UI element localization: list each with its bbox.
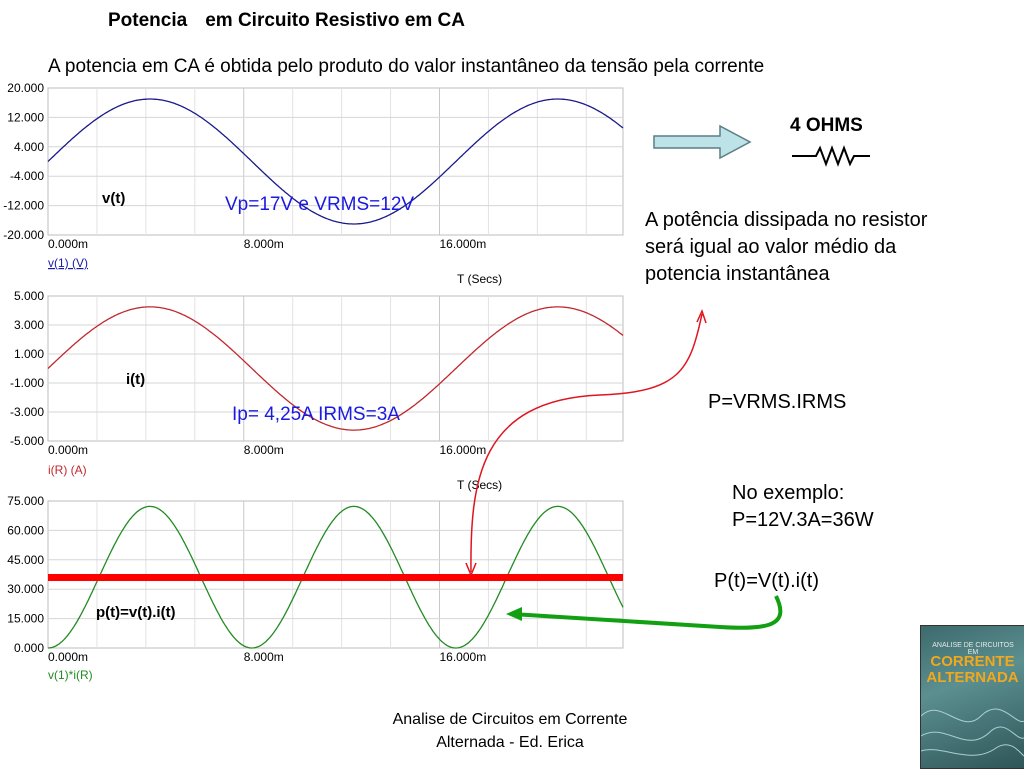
- x-tick-label: 0.000m: [48, 237, 88, 251]
- example-block: No exemplo: P=12V.3A=36W: [732, 480, 874, 534]
- y-tick-label: -3.000: [10, 405, 44, 419]
- side-line-3: potencia instantânea: [645, 263, 830, 285]
- current-curve-label: i(t): [126, 371, 145, 388]
- x-tick-label: 8.000m: [244, 650, 284, 664]
- side-line-2: será igual ao valor médio da: [645, 236, 897, 258]
- example-line-2: P=12V.3A=36W: [732, 509, 874, 531]
- footer-line-2: Alternada - Ed. Erica: [436, 734, 584, 751]
- x-tick-label: 16.000m: [439, 650, 486, 664]
- big-right-arrow: [653, 124, 752, 160]
- voltage-legend: v(1) (V): [48, 256, 88, 270]
- slide-subtitle: A potencia em CA é obtida pelo produto d…: [48, 56, 765, 77]
- title-part-2: em Circuito Resistivo em CA: [205, 10, 465, 31]
- current-xlabel: T (Secs): [457, 478, 502, 492]
- y-tick-label: -20.000: [3, 228, 44, 242]
- voltage-annotation: Vp=17V e VRMS=12V: [225, 194, 414, 215]
- voltage-plot: 20.000 12.000 4.000 -4.000 -12.000 -20.000 0.0…: [3, 81, 624, 251]
- book-cover-image: ANALISE DE CIRCUITOS EM CORRENTE ALTERNA…: [920, 625, 1024, 769]
- power-plot: 75.000 60.000 45.000 30.000 15.000 0.000 0.000…: [7, 494, 624, 664]
- y-tick-label: 75.000: [7, 494, 44, 508]
- book-cover-waves: [921, 708, 1024, 757]
- plot-frame: [47, 87, 624, 236]
- y-tick-label: 45.000: [7, 553, 44, 567]
- current-annotation: Ip= 4,25A IRMS=3A: [232, 404, 400, 425]
- footer-citation: Analise de Circuitos em Corrente Alterna…: [360, 708, 660, 754]
- slide-title: Potencia em Circuito Resistivo em CA: [108, 10, 483, 32]
- y-tick-label: 4.000: [14, 140, 44, 154]
- y-tick-label: 60.000: [7, 523, 44, 537]
- current-plot: 5.000 3.000 1.000 -1.000 -3.000 -5.000 0.000m 8…: [10, 289, 624, 457]
- y-tick-label: 5.000: [14, 289, 44, 303]
- y-tick-label: 20.000: [7, 81, 44, 95]
- y-tick-label: -5.000: [10, 434, 44, 448]
- example-line-1: No exemplo:: [732, 482, 845, 504]
- y-tick-label: 1.000: [14, 347, 44, 361]
- voltage-curve-label: v(t): [102, 190, 125, 207]
- book-cover-big-1: CORRENTE: [930, 653, 1015, 670]
- plot-frame: [47, 295, 624, 442]
- x-tick-label: 8.000m: [244, 237, 284, 251]
- x-tick-label: 8.000m: [244, 443, 284, 457]
- series-line: [47, 306, 624, 431]
- x-tick-label: 16.000m: [439, 237, 486, 251]
- side-explanation: A potência dissipada no resistor será ig…: [645, 207, 927, 288]
- red-arrow: [465, 308, 707, 577]
- y-tick-label: 3.000: [14, 318, 44, 332]
- book-cover-small: ANALISE DE CIRCUITOS EM: [932, 642, 1014, 656]
- y-tick-label: 12.000: [7, 110, 44, 124]
- y-tick-label: -12.000: [3, 199, 44, 213]
- x-tick-label: 16.000m: [439, 443, 486, 457]
- resistor-symbol: [792, 145, 870, 167]
- green-arrow: [506, 595, 783, 630]
- formula-rms: P=VRMS.IRMS: [708, 391, 847, 413]
- series-line: [47, 98, 624, 225]
- current-legend: i(R) (A): [48, 463, 87, 477]
- power-curve-label: p(t)=v(t).i(t): [96, 604, 176, 621]
- series-line: [47, 505, 624, 649]
- y-tick-label: -4.000: [10, 169, 44, 183]
- power-legend: v(1)*i(R): [48, 668, 93, 682]
- y-tick-label: -1.000: [10, 376, 44, 390]
- footer-line-1: Analise de Circuitos em Corrente: [392, 711, 628, 728]
- y-tick-label: 15.000: [7, 612, 44, 626]
- title-part-1: Potencia: [108, 10, 188, 31]
- formula-instant: P(t)=V(t).i(t): [714, 570, 819, 592]
- book-cover-big-2: ALTERNADA: [926, 669, 1019, 686]
- x-tick-label: 0.000m: [48, 443, 88, 457]
- side-line-1: A potência dissipada no resistor: [645, 209, 928, 231]
- y-tick-label: 30.000: [7, 582, 44, 596]
- voltage-xlabel: T (Secs): [457, 272, 502, 286]
- x-tick-label: 0.000m: [48, 650, 88, 664]
- resistor-label: 4 OHMS: [790, 115, 863, 136]
- y-tick-label: 0.000: [14, 641, 44, 655]
